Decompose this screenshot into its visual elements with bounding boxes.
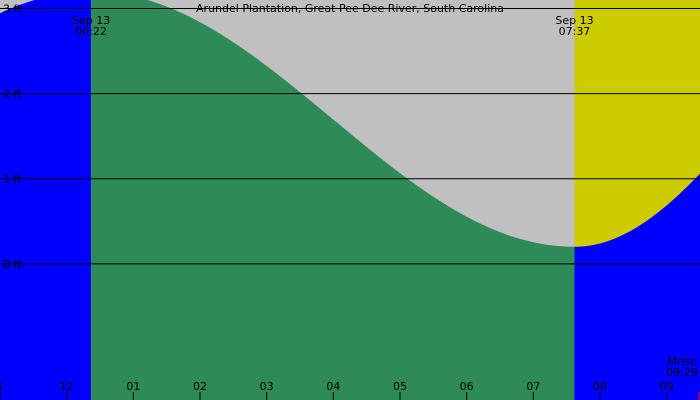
tide-event-date: Sep 13: [72, 14, 110, 27]
y-tick-label: 0 ft: [3, 258, 22, 271]
hour-tick-label: 06: [460, 380, 474, 393]
chart-title: Arundel Plantation, Great Pee Dee River,…: [196, 2, 504, 15]
y-tick-label: 1 ft: [3, 173, 22, 186]
hour-tick-label: 04: [326, 380, 340, 393]
hour-tick-label: 01: [126, 380, 140, 393]
tide-event-date: Sep 13: [555, 14, 593, 27]
hour-tick-label: 1: [0, 380, 4, 393]
y-tick-label: 3 ft: [3, 3, 22, 16]
hour-tick-label: 03: [260, 380, 274, 393]
falling-tide-area: [91, 0, 575, 400]
hour-tick-label: 08: [593, 380, 607, 393]
hour-tick-label: 12: [60, 380, 74, 393]
moon-event-time: 09:29: [666, 366, 698, 379]
rising-tide-area: [574, 173, 700, 400]
label-layer: Arundel Plantation, Great Pee Dee River,…: [0, 2, 698, 393]
hour-tick-label: 07: [526, 380, 540, 393]
hour-tick-label: 05: [393, 380, 407, 393]
moon-event-label: Mrise: [667, 355, 697, 368]
hour-tick-label: 09: [660, 380, 674, 393]
y-tick-label: 2 ft: [3, 88, 22, 101]
tide-event-time: 00:22: [75, 25, 107, 38]
tide-event-time: 07:37: [559, 25, 591, 38]
grid-layer: [0, 8, 700, 400]
hour-tick-label: 02: [193, 380, 207, 393]
rising-tide-area: [0, 0, 92, 400]
